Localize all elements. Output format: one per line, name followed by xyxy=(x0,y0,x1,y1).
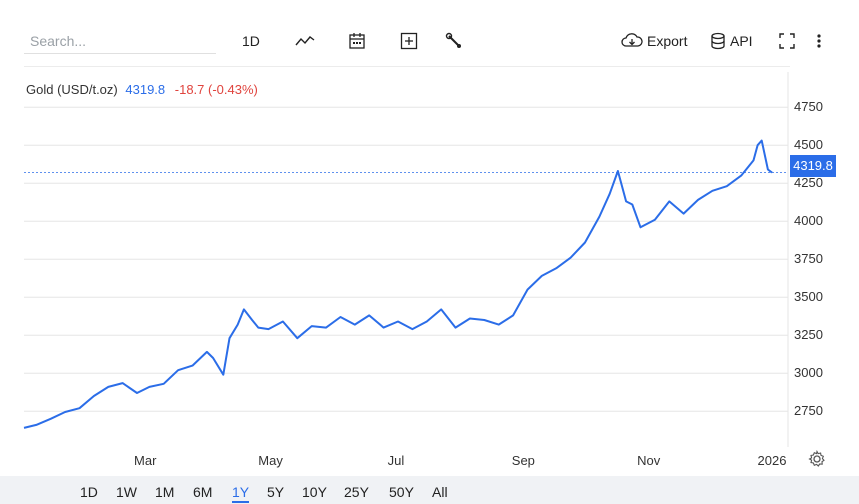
fullscreen-icon xyxy=(778,32,796,50)
fullscreen-button[interactable] xyxy=(778,30,796,52)
x-tick-label: Jul xyxy=(388,453,405,468)
legend-value: 4319.8 xyxy=(125,82,166,97)
calendar-icon xyxy=(348,32,366,50)
range-50y[interactable]: 50Y xyxy=(389,484,414,500)
last-price-tag: 4319.8 xyxy=(790,155,836,177)
legend-change: -18.7 (-0.43%) xyxy=(174,82,258,97)
x-tick-label: 2026 xyxy=(758,453,787,468)
range-5y[interactable]: 5Y xyxy=(267,484,285,500)
y-tick-label: 2750 xyxy=(794,403,823,418)
price-chart[interactable]: 2750 3000 3250 3500 3750 4000 4250 4500 4750 Mar… xyxy=(0,62,859,476)
gear-icon xyxy=(808,449,826,472)
x-tick-label: Nov xyxy=(637,453,661,468)
y-tick-label: 3000 xyxy=(794,365,823,380)
y-tick-label: 3750 xyxy=(794,251,823,266)
calendar-button[interactable] xyxy=(348,30,366,52)
chart-type-button[interactable] xyxy=(294,30,316,52)
y-tick-label: 3250 xyxy=(794,327,823,342)
y-tick-label: 4750 xyxy=(794,99,823,114)
range-25y[interactable]: 25Y xyxy=(344,484,369,500)
range-1d[interactable]: 1D xyxy=(80,484,98,500)
legend: Gold (USD/t.oz) 4319.8 -18.7 (-0.43%) xyxy=(26,82,258,97)
export-label: Export xyxy=(647,33,688,49)
api-label: API xyxy=(730,33,753,49)
search-input[interactable] xyxy=(24,28,216,54)
interval-label: 1D xyxy=(242,33,260,49)
grid-lines xyxy=(24,72,789,447)
range-10y[interactable]: 10Y xyxy=(302,484,327,500)
export-button[interactable]: Export xyxy=(621,30,687,52)
range-all[interactable]: All xyxy=(432,484,448,500)
y-tick-label: 4500 xyxy=(794,137,823,152)
chart-settings-button[interactable] xyxy=(808,449,826,473)
x-axis-ticks: Mar May Jul Sep Nov 2026 xyxy=(134,453,786,468)
plus-box-icon xyxy=(400,32,418,50)
range-1w[interactable]: 1W xyxy=(116,484,137,500)
more-vertical-icon xyxy=(816,32,822,50)
x-tick-label: Sep xyxy=(512,453,535,468)
toolbar-divider xyxy=(24,66,790,67)
wrench-icon xyxy=(445,32,463,50)
range-1m[interactable]: 1M xyxy=(155,484,175,500)
x-tick-label: Mar xyxy=(134,453,157,468)
cloud-download-icon xyxy=(621,33,643,49)
range-selector: 1D 1W 1M 6M 1Y 5Y 10Y 25Y 50Y All xyxy=(0,476,859,504)
range-6m[interactable]: 6M xyxy=(193,484,213,500)
line-chart-icon xyxy=(294,33,316,49)
tools-button[interactable] xyxy=(445,30,463,52)
database-icon xyxy=(710,32,726,50)
x-tick-label: May xyxy=(258,453,283,468)
more-menu-button[interactable] xyxy=(816,30,822,52)
y-axis-ticks: 2750 3000 3250 3500 3750 4000 4250 4500 4750 xyxy=(794,99,823,418)
y-tick-label: 4000 xyxy=(794,213,823,228)
add-indicator-button[interactable] xyxy=(400,30,418,52)
series-line-gold xyxy=(23,139,773,429)
api-button[interactable]: API xyxy=(710,30,753,52)
y-tick-label: 4250 xyxy=(794,175,823,190)
interval-button[interactable]: 1D xyxy=(242,30,260,52)
range-1y[interactable]: 1Y xyxy=(232,483,250,503)
legend-name: Gold (USD/t.oz) xyxy=(26,82,118,97)
toolbar: 1D Export API xyxy=(0,0,859,62)
y-tick-label: 3500 xyxy=(794,289,823,304)
